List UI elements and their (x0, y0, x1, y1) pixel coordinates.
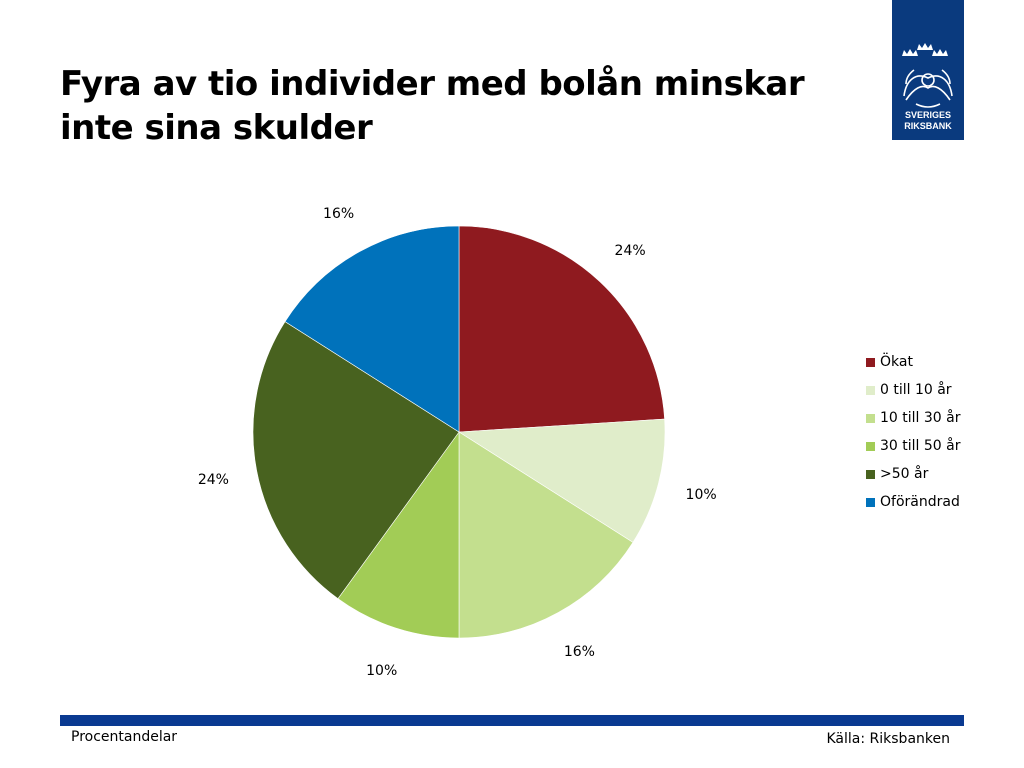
legend-swatch (866, 441, 875, 451)
legend-swatch (866, 497, 875, 507)
pie-data-label-5: 24% (198, 472, 229, 488)
footer-rule (60, 715, 964, 726)
legend-item-3: 10 till 30 år (866, 404, 960, 432)
legend-label: 30 till 50 år (880, 438, 961, 454)
legend-swatch (866, 357, 875, 367)
legend-item-6: Oförändrad (866, 488, 960, 516)
title-line-1: Fyra av tio individer med bolån minskar (60, 64, 805, 104)
pie-data-label-4: 10% (366, 663, 397, 679)
legend-swatch (866, 385, 875, 395)
legend-item-1: Ökat (866, 348, 960, 376)
logo-text-line-1: SVERIGES (905, 110, 951, 120)
source-note: Källa: Riksbanken (826, 731, 951, 747)
legend-item-4: 30 till 50 år (866, 432, 960, 460)
legend-label: >50 år (880, 466, 929, 482)
pie-slice-4 (337, 431, 460, 639)
title-line-2: inte sina skulder (60, 108, 373, 148)
legend-swatch (866, 413, 875, 423)
riksbank-emblem-icon: SVERIGES RIKSBANK (902, 43, 953, 131)
riksbank-logo: SVERIGES RIKSBANK (892, 0, 964, 140)
legend-item-2: 0 till 10 år (866, 376, 960, 404)
chart-legend: Ökat 0 till 10 år 10 till 30 år 30 till 50 … (866, 348, 960, 516)
pie-data-label-2: 10% (686, 487, 717, 503)
legend-label: 10 till 30 år (880, 410, 961, 426)
pie-data-label-3: 16% (564, 644, 595, 660)
pie-data-label-1: 24% (615, 243, 646, 259)
legend-item-5: >50 år (866, 460, 960, 488)
legend-label: Ökat (880, 354, 913, 370)
unit-note: Procentandelar (71, 729, 178, 745)
pie-slice-6 (284, 225, 460, 433)
pie-slice-2 (458, 418, 666, 543)
pie-slice-3 (458, 431, 634, 639)
legend-label: 0 till 10 år (880, 382, 952, 398)
pie-data-label-6: 16% (323, 206, 354, 222)
page-title: Fyra av tio individer med bolån minskar … (60, 62, 860, 150)
legend-swatch (866, 469, 875, 479)
logo-text-line-2: RIKSBANK (904, 121, 952, 131)
legend-label: Oförändrad (880, 494, 960, 510)
pie-slice-1 (458, 225, 665, 433)
pie-slice-5 (252, 321, 460, 600)
